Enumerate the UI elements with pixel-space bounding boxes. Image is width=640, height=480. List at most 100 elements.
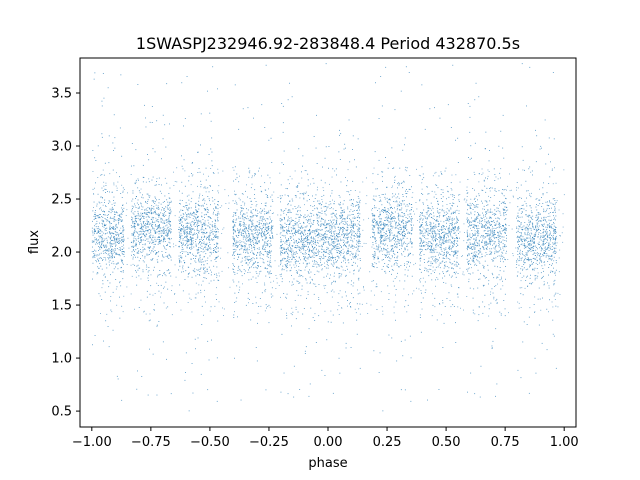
data-point [328,256,329,258]
data-point [325,241,327,243]
data-point [198,259,199,261]
data-point [109,228,111,230]
data-point [247,264,249,266]
data-point [326,226,328,228]
data-point [313,263,315,265]
data-point [133,226,135,228]
data-point [106,220,108,222]
data-point [336,216,337,218]
data-point [298,282,300,284]
data-point [347,241,349,243]
data-point [335,245,337,246]
data-point [353,225,355,226]
data-point [429,221,431,223]
data-point [385,209,386,211]
data-point [453,268,454,270]
data-point [179,223,180,224]
data-point [395,226,397,228]
data-point [398,205,400,207]
data-point [101,299,103,300]
data-point [270,238,272,239]
data-point [146,219,148,221]
data-point [119,215,121,217]
data-point [238,231,240,233]
data-point [313,201,315,202]
data-point [105,230,107,231]
data-point [302,313,304,315]
data-point [92,344,93,346]
data-point [93,215,95,217]
data-point [239,242,241,244]
data-point [327,248,329,250]
data-point [324,237,326,239]
data-point [162,222,164,224]
data-point [314,233,316,235]
data-point [242,236,244,238]
data-point [430,202,432,204]
data-point [98,227,100,229]
data-point [233,281,235,283]
data-point [435,240,436,242]
data-point [354,236,356,237]
data-point [268,232,269,234]
data-point [287,99,289,101]
data-point [213,244,215,245]
data-point [114,241,116,243]
data-point [404,249,406,251]
data-point [332,264,334,266]
data-point [434,272,435,273]
data-point [357,235,358,237]
data-point [339,230,341,232]
data-point [357,223,359,225]
data-point [163,220,165,222]
data-point [146,234,148,236]
data-point [180,236,181,238]
data-point [404,235,406,237]
data-point [248,255,250,257]
data-point [170,275,172,277]
data-point [391,273,392,275]
data-point [261,216,263,217]
data-point [147,214,148,215]
data-point [181,155,182,157]
data-point [253,244,254,245]
data-point [421,230,423,232]
data-point [302,262,304,264]
data-point [169,224,171,225]
data-point [203,222,205,224]
data-point [114,252,116,253]
data-point [239,224,241,226]
data-point [203,277,205,278]
data-point [265,205,267,207]
data-point [303,249,305,251]
data-point [105,189,107,190]
data-point [312,246,313,247]
data-point [105,185,107,186]
data-point [451,236,453,238]
data-point [403,230,404,232]
data-point [122,219,123,221]
data-point [267,212,269,213]
data-point [352,264,354,266]
data-point [442,302,444,304]
data-point [107,191,108,192]
data-point [397,231,399,233]
data-point [245,232,246,234]
data-point [356,243,357,245]
data-point [343,244,345,246]
data-point [154,233,156,234]
data-point [280,262,282,264]
data-point [111,257,113,259]
data-point [331,242,333,244]
data-point [372,242,374,243]
data-point [455,265,457,267]
data-point [432,228,434,230]
data-point [238,232,239,234]
data-point [320,223,322,225]
data-point [120,216,122,218]
data-point [181,247,183,248]
data-point [145,230,146,232]
data-point [135,198,136,199]
data-point [248,235,250,236]
data-point [357,265,358,267]
